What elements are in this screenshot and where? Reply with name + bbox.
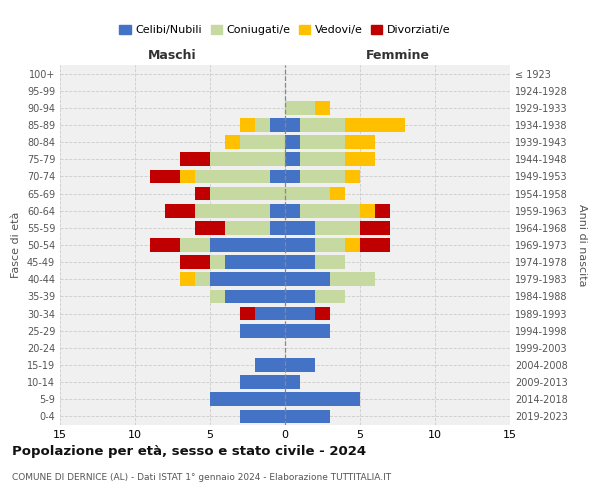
Bar — [300, 136, 345, 149]
Bar — [180, 170, 195, 183]
Bar — [285, 238, 315, 252]
Bar — [285, 392, 360, 406]
Bar — [255, 118, 270, 132]
Bar — [315, 256, 345, 269]
Bar — [285, 221, 315, 234]
Bar — [210, 256, 225, 269]
Bar — [180, 256, 210, 269]
Bar — [270, 221, 285, 234]
Bar — [285, 101, 315, 114]
Bar — [315, 221, 360, 234]
Bar — [195, 272, 210, 286]
Bar — [300, 170, 345, 183]
Legend: Celibi/Nubili, Coniugati/e, Vedovi/e, Divorziati/e: Celibi/Nubili, Coniugati/e, Vedovi/e, Di… — [115, 20, 455, 40]
Bar — [315, 306, 330, 320]
Y-axis label: Anni di nascita: Anni di nascita — [577, 204, 587, 286]
Bar — [285, 204, 300, 218]
Bar — [180, 238, 210, 252]
Bar — [225, 221, 270, 234]
Text: Popolazione per età, sesso e stato civile - 2024: Popolazione per età, sesso e stato civil… — [12, 445, 366, 458]
Bar — [330, 186, 345, 200]
Bar — [285, 170, 300, 183]
Bar — [210, 290, 225, 304]
Bar — [360, 204, 375, 218]
Bar — [165, 204, 195, 218]
Bar — [180, 152, 210, 166]
Bar — [285, 290, 315, 304]
Bar — [240, 376, 285, 389]
Bar — [315, 290, 345, 304]
Bar — [345, 170, 360, 183]
Bar — [255, 306, 285, 320]
Bar — [225, 290, 285, 304]
Bar — [270, 204, 285, 218]
Bar — [240, 306, 255, 320]
Bar — [315, 101, 330, 114]
Bar — [150, 238, 180, 252]
Bar — [360, 238, 390, 252]
Bar — [225, 136, 240, 149]
Bar — [375, 204, 390, 218]
Bar — [270, 118, 285, 132]
Text: Maschi: Maschi — [148, 48, 197, 62]
Bar — [285, 256, 315, 269]
Bar — [210, 186, 285, 200]
Bar — [285, 358, 315, 372]
Bar — [285, 186, 330, 200]
Bar — [285, 324, 330, 338]
Bar — [285, 152, 300, 166]
Bar — [240, 118, 255, 132]
Bar — [330, 272, 375, 286]
Bar — [360, 221, 390, 234]
Bar — [195, 204, 270, 218]
Bar — [285, 410, 330, 424]
Bar — [300, 118, 345, 132]
Bar — [285, 118, 300, 132]
Bar — [300, 152, 345, 166]
Bar — [345, 118, 405, 132]
Bar — [255, 358, 285, 372]
Bar — [210, 272, 285, 286]
Bar — [345, 152, 375, 166]
Bar — [285, 306, 315, 320]
Bar — [195, 186, 210, 200]
Bar — [240, 324, 285, 338]
Bar — [270, 170, 285, 183]
Bar — [345, 238, 360, 252]
Bar — [210, 392, 285, 406]
Bar — [285, 376, 300, 389]
Bar — [300, 204, 360, 218]
Bar — [240, 410, 285, 424]
Bar — [345, 136, 375, 149]
Bar — [240, 136, 285, 149]
Bar — [150, 170, 180, 183]
Text: Femmine: Femmine — [365, 48, 430, 62]
Bar — [210, 238, 285, 252]
Text: COMUNE DI DERNICE (AL) - Dati ISTAT 1° gennaio 2024 - Elaborazione TUTTITALIA.IT: COMUNE DI DERNICE (AL) - Dati ISTAT 1° g… — [12, 472, 391, 482]
Bar — [315, 238, 345, 252]
Bar — [195, 221, 225, 234]
Bar — [180, 272, 195, 286]
Bar — [285, 136, 300, 149]
Y-axis label: Fasce di età: Fasce di età — [11, 212, 21, 278]
Bar — [210, 152, 285, 166]
Bar — [225, 256, 285, 269]
Bar — [195, 170, 270, 183]
Bar — [285, 272, 330, 286]
